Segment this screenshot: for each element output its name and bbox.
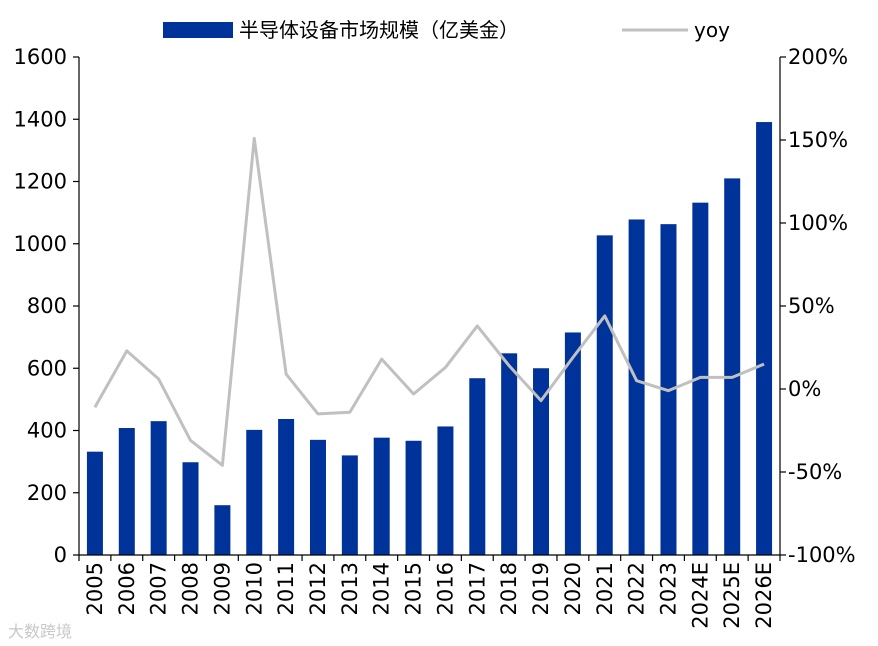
- bar-2006: [118, 428, 135, 555]
- bar-2025E: [724, 178, 741, 555]
- bar-2012: [309, 439, 326, 555]
- left-tick-label: 1600: [14, 45, 67, 69]
- x-tick-label: 2023: [656, 562, 680, 615]
- left-tick-label: 0: [54, 543, 67, 567]
- x-tick-label: 2014: [370, 562, 394, 615]
- bar-2011: [278, 418, 295, 555]
- x-tick-label: 2025E: [720, 562, 744, 629]
- legend-bar-label: 半导体设备市场规模（亿美金）: [239, 18, 519, 42]
- x-tick-label: 2018: [497, 562, 521, 615]
- right-tick-label: 150%: [788, 128, 848, 152]
- bar-2018: [501, 353, 518, 555]
- left-tick-label: 1400: [14, 107, 67, 131]
- left-tick-label: 200: [27, 481, 67, 505]
- legend-line-label: yoy: [694, 18, 730, 42]
- left-tick-label: 600: [27, 356, 67, 380]
- x-tick-label: 2022: [625, 562, 649, 615]
- bar-2005: [86, 451, 103, 555]
- x-tick-label: 2010: [242, 562, 266, 615]
- x-tick-label: 2020: [561, 562, 585, 615]
- bar-2014: [373, 437, 390, 555]
- x-tick-label: 2005: [83, 562, 107, 615]
- x-tick-label: 2026E: [752, 562, 776, 629]
- x-tick-label: 2006: [115, 562, 139, 615]
- bar-2008: [182, 462, 199, 555]
- left-tick-label: 1200: [14, 170, 67, 194]
- left-tick-label: 800: [27, 294, 67, 318]
- x-tick-label: 2009: [210, 562, 234, 615]
- x-tick-label: 2011: [274, 562, 298, 615]
- bar-series: [86, 122, 773, 556]
- watermark: 大数跨境: [8, 622, 73, 641]
- bar-2020: [564, 332, 581, 555]
- legend: 半导体设备市场规模（亿美金） yoy: [163, 18, 730, 42]
- bar-2026E: [756, 122, 773, 556]
- x-tick-label: 2013: [338, 562, 362, 615]
- yoy-line: [93, 136, 765, 467]
- x-tick-label: 2008: [179, 562, 203, 615]
- x-tick-label: 2019: [529, 562, 553, 615]
- x-axis: 2005 2006 2007 2008 2009 2010 2011 2012 2013 2014…: [78, 554, 781, 629]
- bar-2019: [533, 368, 550, 555]
- bar-2022: [628, 219, 645, 555]
- right-tick-label: -100%: [788, 543, 856, 567]
- bar-2009: [214, 505, 231, 555]
- legend-bar-swatch: [163, 22, 233, 38]
- right-tick-label: 100%: [788, 211, 848, 235]
- right-tick-label: 0%: [788, 377, 821, 401]
- x-tick-label: 2016: [433, 562, 457, 615]
- x-tick-label: 2012: [306, 562, 330, 615]
- x-tick-label: 2015: [402, 562, 426, 615]
- left-tick-label: 400: [27, 419, 67, 443]
- bar-2010: [246, 429, 263, 555]
- bar-2016: [437, 426, 454, 555]
- right-tick-label: 200%: [788, 45, 848, 69]
- bar-2021: [596, 235, 613, 555]
- left-axis: 0 200 400 600 800 1000 1200 1400 1600: [14, 45, 80, 567]
- right-axis: -100% -50% 0% 50% 100% 150% 200%: [779, 45, 856, 567]
- bar-2015: [405, 440, 422, 555]
- x-tick-label: 2017: [465, 562, 489, 615]
- x-tick-label: 2007: [147, 562, 171, 615]
- bar-2007: [150, 421, 167, 555]
- right-tick-label: 50%: [788, 294, 835, 318]
- bar-2017: [469, 378, 486, 555]
- left-tick-label: 1000: [14, 232, 67, 256]
- right-tick-label: -50%: [788, 460, 842, 484]
- yoy-line-series: [93, 136, 765, 467]
- x-tick-label: 2021: [593, 562, 617, 615]
- bar-2013: [341, 455, 358, 555]
- x-tick-label: 2024E: [688, 562, 712, 629]
